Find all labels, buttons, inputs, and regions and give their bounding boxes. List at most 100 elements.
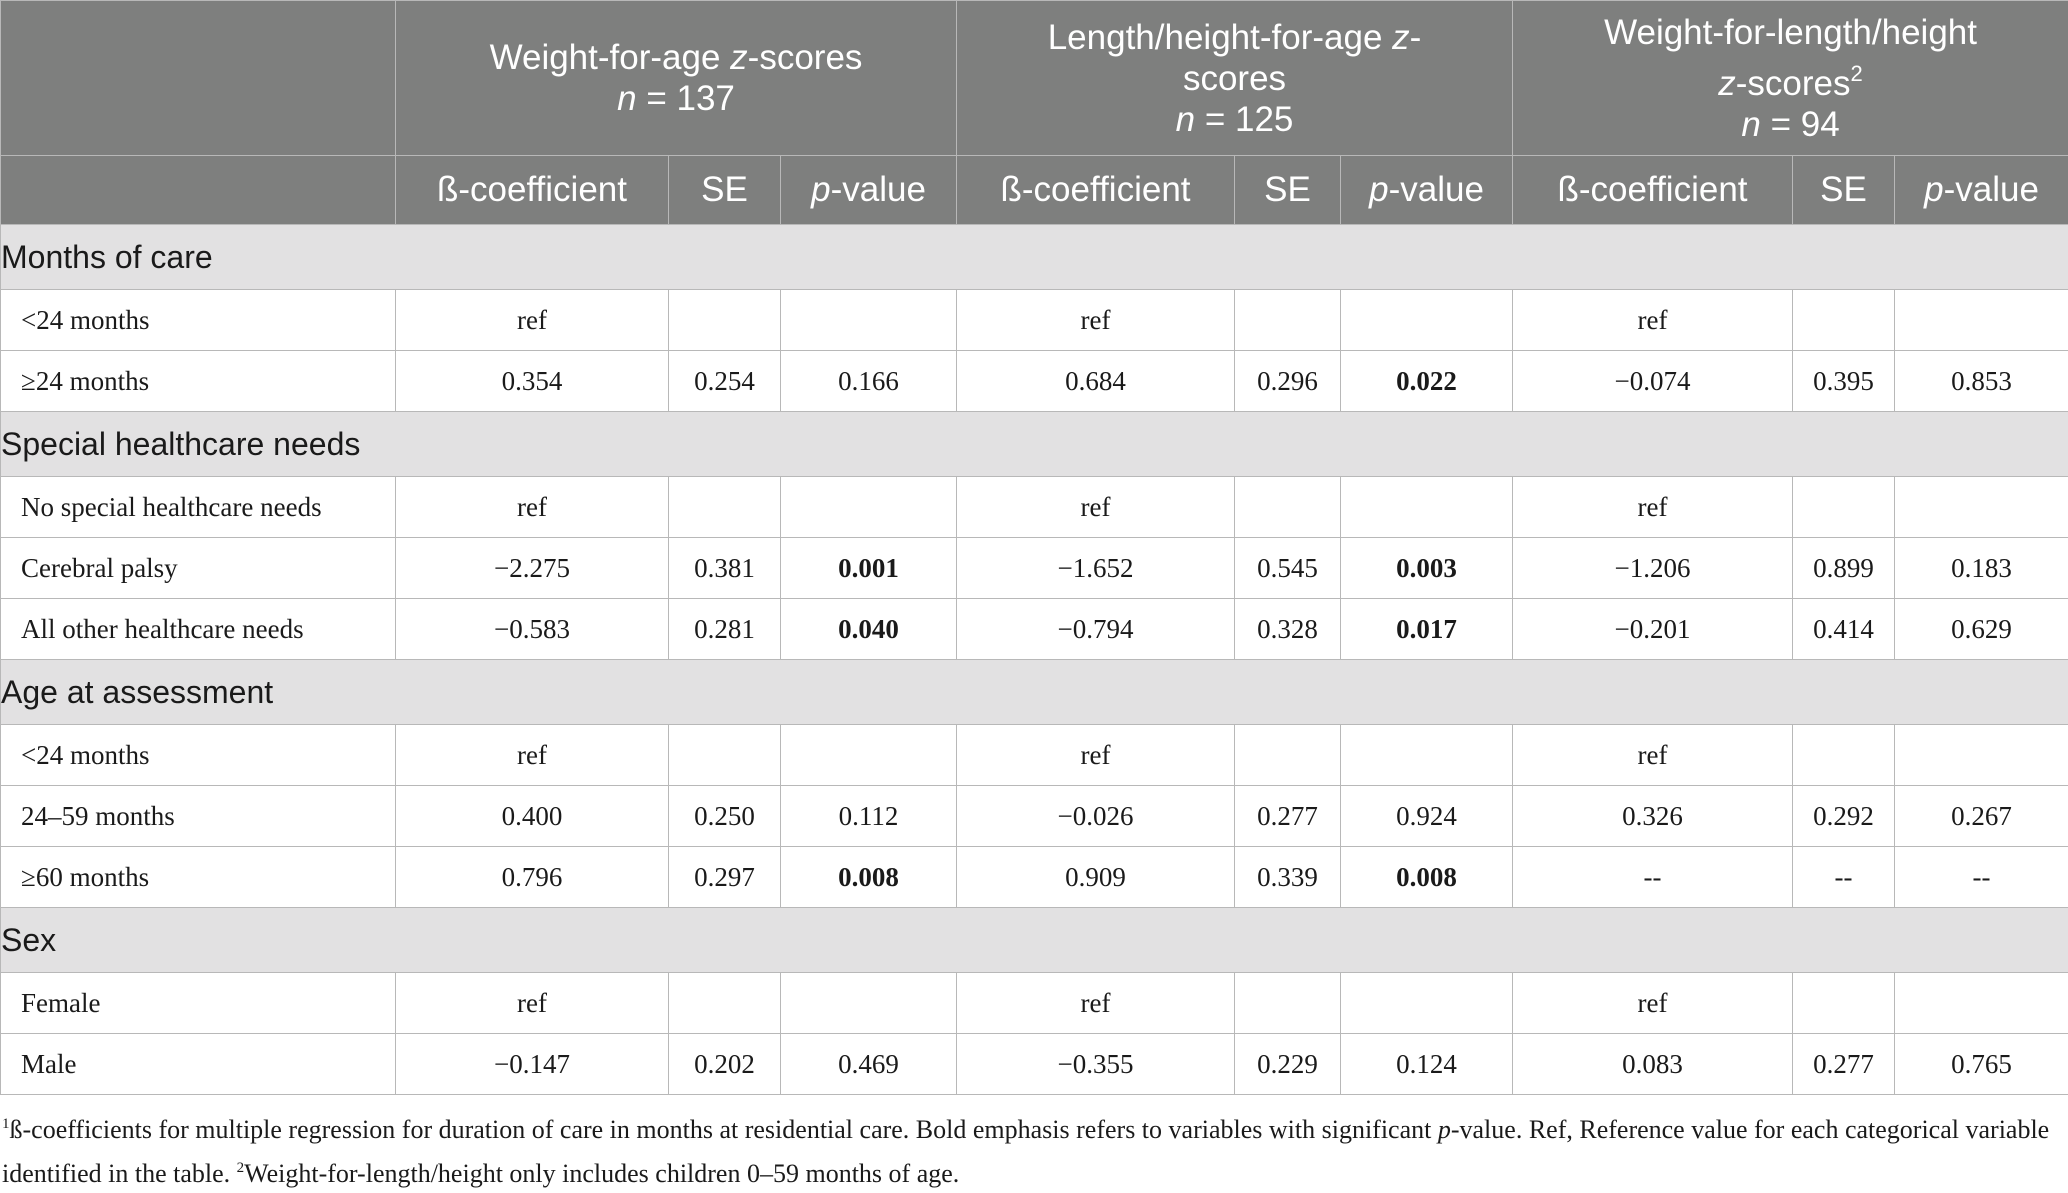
cell-beta: ref xyxy=(1512,476,1794,538)
cell-p-value: 0.001 xyxy=(779,537,958,599)
section-header-row: Sex xyxy=(0,907,2068,973)
cell-beta: −0.147 xyxy=(395,1033,669,1095)
table-row: ≥60 months 0.796 0.297 0.008 0.909 0.339 0.008… xyxy=(0,846,2068,908)
table-row: ≥24 months 0.354 0.254 0.166 0.684 0.296 0.022… xyxy=(0,350,2068,412)
cell-beta: ref xyxy=(395,972,669,1034)
row-label: Cerebral palsy xyxy=(0,537,396,599)
cell-beta: ref xyxy=(395,724,669,786)
table-row: <24 months ref ref ref xyxy=(0,289,2068,351)
cell-beta: 0.083 xyxy=(1512,1033,1794,1095)
row-label: Male xyxy=(0,1033,396,1095)
cell-p-value xyxy=(1340,972,1514,1034)
cell-beta: ref xyxy=(1512,289,1794,351)
cell-p-value xyxy=(779,289,958,351)
cell-p-value xyxy=(1894,476,2068,538)
cell-beta: 0.326 xyxy=(1512,785,1794,847)
cell-beta: 0.684 xyxy=(956,350,1236,412)
cell-beta: ref xyxy=(395,289,669,351)
table-row: <24 months ref ref ref xyxy=(0,724,2068,786)
cell-p-value: 0.166 xyxy=(779,350,958,412)
cell-beta: −0.026 xyxy=(956,785,1236,847)
cell-se xyxy=(1792,724,1896,786)
regression-table: Weight-for-age z-scores n = 137 Length/h… xyxy=(0,0,2068,1095)
col-p-value: p-value xyxy=(1340,155,1514,225)
cell-se: 0.277 xyxy=(1234,785,1342,847)
cell-se xyxy=(1234,476,1342,538)
cell-se: 0.277 xyxy=(1792,1033,1896,1095)
cell-beta: ref xyxy=(956,476,1236,538)
cell-p-value xyxy=(1894,972,2068,1034)
cell-beta: ref xyxy=(956,724,1236,786)
row-label: ≥24 months xyxy=(0,350,396,412)
cell-se: 0.292 xyxy=(1792,785,1896,847)
cell-p-value: 0.040 xyxy=(779,598,958,660)
cell-beta: −1.206 xyxy=(1512,537,1794,599)
cell-p-value: 0.008 xyxy=(779,846,958,908)
table-row: Male −0.147 0.202 0.469 −0.355 0.229 0.124 0.08… xyxy=(0,1033,2068,1095)
cell-p-value: 0.469 xyxy=(779,1033,958,1095)
row-label: 24–59 months xyxy=(0,785,396,847)
group-header-row: Weight-for-age z-scores n = 137 Length/h… xyxy=(0,0,2068,156)
cell-p-value: 0.022 xyxy=(1340,350,1514,412)
col-se: SE xyxy=(668,155,781,225)
cell-se: 0.381 xyxy=(668,537,781,599)
cell-se xyxy=(1234,724,1342,786)
col-beta: ß-coefficient xyxy=(1512,155,1794,225)
row-label: ≥60 months xyxy=(0,846,396,908)
cell-p-value: 0.017 xyxy=(1340,598,1514,660)
col-se: SE xyxy=(1234,155,1342,225)
cell-beta: −0.355 xyxy=(956,1033,1236,1095)
cell-beta: -- xyxy=(1512,846,1794,908)
cell-se: 0.328 xyxy=(1234,598,1342,660)
cell-se: 0.281 xyxy=(668,598,781,660)
table-row: Female ref ref ref xyxy=(0,972,2068,1034)
cell-p-value: 0.765 xyxy=(1894,1033,2068,1095)
cell-beta: −0.074 xyxy=(1512,350,1794,412)
col-p-value: p-value xyxy=(1894,155,2068,225)
cell-p-value: 0.124 xyxy=(1340,1033,1514,1095)
cell-beta: −0.794 xyxy=(956,598,1236,660)
cell-se xyxy=(668,724,781,786)
cell-se xyxy=(1234,972,1342,1034)
cell-se: 0.414 xyxy=(1792,598,1896,660)
cell-beta: ref xyxy=(956,972,1236,1034)
group-header-weight-for-length: Weight-for-length/height z-scores2 n = 9… xyxy=(1512,0,2068,156)
cell-se: 0.297 xyxy=(668,846,781,908)
table-footnote: 1ß-coefficients for multiple regression … xyxy=(2,1115,2050,1188)
cell-se xyxy=(1792,972,1896,1034)
cell-se: -- xyxy=(1792,846,1896,908)
cell-p-value xyxy=(1894,724,2068,786)
group-header-weight-for-age: Weight-for-age z-scores n = 137 xyxy=(394,0,958,156)
cell-se xyxy=(1792,476,1896,538)
cell-se xyxy=(1792,289,1896,351)
cell-p-value: 0.924 xyxy=(1340,785,1514,847)
cell-beta: −1.652 xyxy=(956,537,1236,599)
col-p-value: p-value xyxy=(779,155,958,225)
cell-se: 0.339 xyxy=(1234,846,1342,908)
corner-cell xyxy=(0,0,396,156)
column-header-row: ß-coefficient SE p-value ß-coefficient S… xyxy=(0,155,2068,225)
section-header-row: Age at assessment xyxy=(0,659,2068,725)
cell-beta: ref xyxy=(1512,724,1794,786)
row-label: All other healthcare needs xyxy=(0,598,396,660)
cell-se: 0.545 xyxy=(1234,537,1342,599)
table-body: Months of care <24 months ref ref ref ≥24 mon… xyxy=(0,224,2068,1095)
cell-beta: 0.796 xyxy=(395,846,669,908)
cell-p-value: 0.267 xyxy=(1894,785,2068,847)
section-title: Months of care xyxy=(0,224,2068,290)
cell-p-value: 0.003 xyxy=(1340,537,1514,599)
cell-p-value xyxy=(1894,289,2068,351)
cell-p-value: 0.629 xyxy=(1894,598,2068,660)
table-row: No special healthcare needs ref ref ref xyxy=(0,476,2068,538)
cell-p-value: 0.853 xyxy=(1894,350,2068,412)
cell-se xyxy=(668,972,781,1034)
cell-p-value xyxy=(1340,476,1514,538)
cell-beta: ref xyxy=(1512,972,1794,1034)
footnote-marker-2: 2 xyxy=(236,1160,245,1176)
cell-se: 0.395 xyxy=(1792,350,1896,412)
cell-beta: −2.275 xyxy=(395,537,669,599)
cell-p-value xyxy=(779,476,958,538)
cell-p-value xyxy=(779,724,958,786)
cell-beta: −0.201 xyxy=(1512,598,1794,660)
